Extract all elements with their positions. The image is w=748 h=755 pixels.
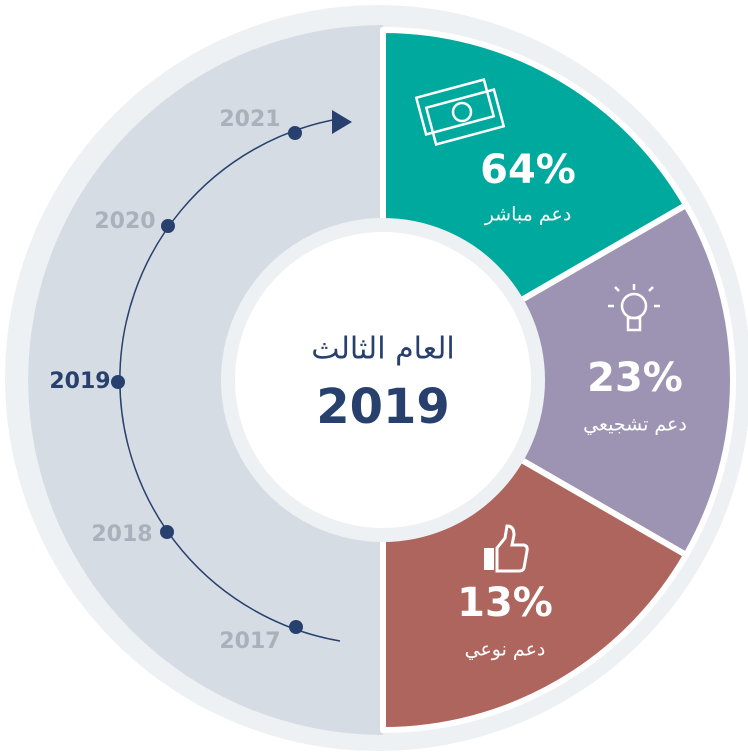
timeline-year: 2017 — [219, 629, 280, 654]
timeline-year: 2019 — [49, 369, 110, 394]
segment-label: دعم نوعي — [465, 639, 546, 661]
center-year: 2019 — [316, 379, 450, 435]
timeline-dot — [111, 375, 125, 389]
timeline-dot — [288, 126, 302, 140]
timeline-dot — [160, 525, 174, 539]
segment-value: 64% — [480, 147, 576, 193]
segment-label: دعم تشجيعي — [583, 414, 687, 436]
timeline-year: 2020 — [94, 209, 155, 234]
timeline-dot — [289, 620, 303, 634]
timeline-year: 2021 — [219, 107, 280, 132]
segment-value: 13% — [457, 580, 553, 626]
bulb-icon — [608, 284, 660, 332]
inner-disc — [235, 232, 531, 528]
timeline-dot — [161, 219, 175, 233]
center-title: العام الثالث — [311, 332, 454, 367]
money-icon — [414, 78, 506, 146]
segment — [380, 202, 736, 558]
timeline-arrow — [332, 110, 352, 134]
thumb-icon — [484, 524, 529, 573]
segment-value: 23% — [587, 355, 683, 401]
segment-label: دعم مباشر — [484, 204, 572, 226]
timeline-year: 2018 — [91, 522, 152, 547]
left-half — [28, 25, 383, 735]
